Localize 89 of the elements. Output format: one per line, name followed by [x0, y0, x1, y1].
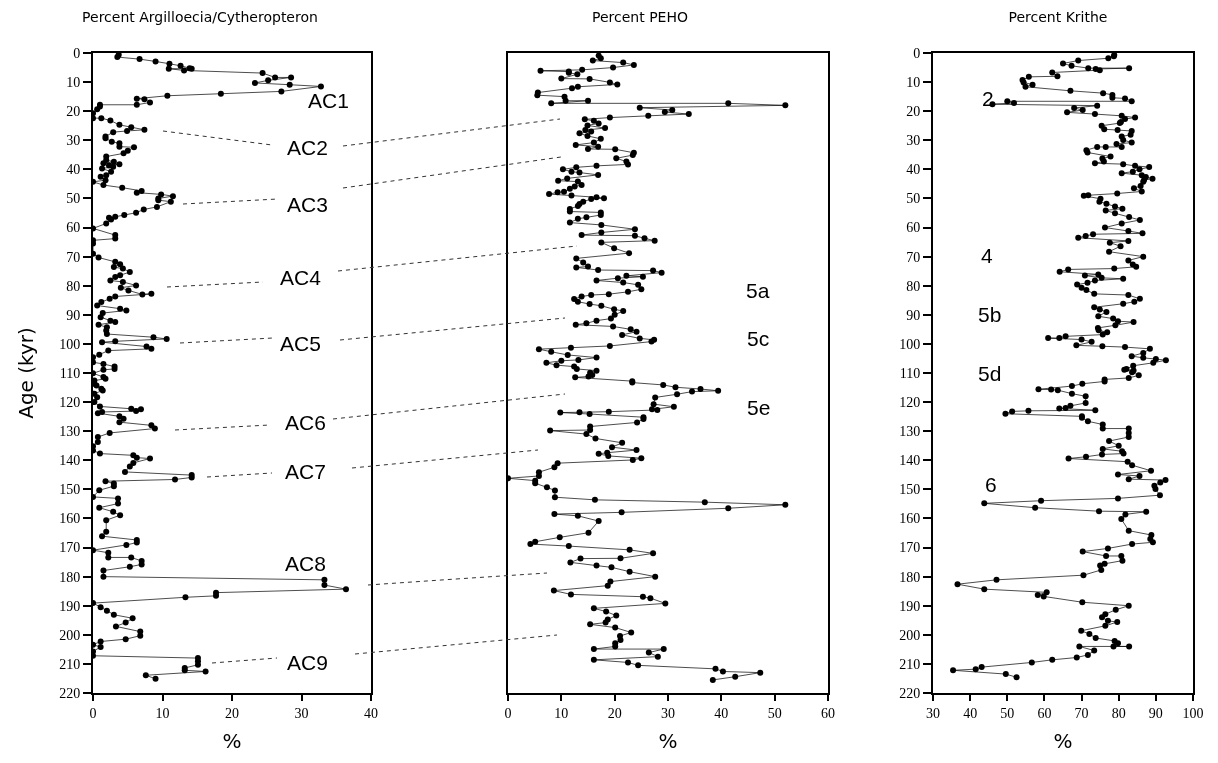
y-tick-label: 170 — [899, 540, 921, 556]
annotation: 6 — [985, 473, 997, 496]
x-tick-label: 40 — [364, 705, 378, 721]
x-tick-label: 10 — [554, 705, 569, 721]
x-tick-label: 100 — [1182, 705, 1204, 721]
y-tick-label: 60 — [906, 220, 921, 236]
annotation: 4 — [981, 244, 993, 267]
annotation: 5b — [978, 303, 1002, 326]
x-tick-label: 0 — [89, 705, 97, 721]
annotation: AC2 — [287, 136, 328, 159]
x-axis-title: % — [222, 728, 242, 753]
y-tick-label: 110 — [899, 365, 921, 381]
y-tick-label: 80 — [906, 278, 921, 294]
chart-title: Percent Argilloecia/Cytheropteron — [82, 8, 318, 25]
y-tick-label: 210 — [59, 656, 81, 672]
annotation: 5a — [746, 279, 770, 302]
x-tick-label: 40 — [963, 705, 978, 721]
annotation: AC6 — [285, 411, 326, 434]
chart-title: Percent PEHO — [592, 8, 688, 25]
y-tick-label: 40 — [906, 162, 921, 178]
y-tick-label: 200 — [899, 627, 921, 643]
y-tick-label: 10 — [66, 74, 81, 90]
y-tick-label: 220 — [59, 685, 81, 701]
y-tick-label: 210 — [899, 656, 921, 672]
y-tick-label: 150 — [59, 482, 81, 498]
y-tick-label: 100 — [899, 336, 921, 352]
y-tick-label: 30 — [66, 133, 81, 149]
y-tick-label: 140 — [59, 453, 81, 469]
y-tick-label: 190 — [59, 598, 81, 614]
x-tick-label: 70 — [1074, 705, 1089, 721]
y-tick-label: 150 — [899, 482, 921, 498]
y-tick-label: 180 — [899, 569, 921, 585]
x-tick-label: 30 — [661, 705, 675, 721]
y-tick-label: 190 — [899, 598, 921, 614]
x-tick-label: 20 — [607, 705, 622, 721]
x-tick-label: 90 — [1148, 705, 1163, 721]
y-tick-label: 140 — [899, 453, 921, 469]
y-tick-label: 200 — [59, 627, 81, 643]
annotation: AC5 — [280, 332, 321, 355]
y-tick-label: 20 — [906, 104, 921, 120]
x-tick-label: 50 — [1000, 705, 1015, 721]
y-tick-label: 160 — [59, 511, 81, 527]
x-axis-title: % — [658, 728, 678, 753]
x-tick-label: 20 — [225, 705, 239, 721]
chart-title: Percent Krithe — [1008, 8, 1108, 25]
x-tick-label: 60 — [1037, 705, 1052, 721]
y-tick-label: 130 — [899, 424, 921, 440]
y-tick-label: 20 — [66, 104, 81, 120]
y-tick-label: 90 — [66, 307, 81, 323]
y-tick-label: 70 — [906, 249, 921, 265]
x-tick-label: 10 — [155, 705, 170, 721]
y-axis-title: Age (kyr) — [14, 327, 39, 419]
x-tick-label: 30 — [926, 705, 940, 721]
annotation: 5c — [747, 327, 770, 350]
y-tick-label: 50 — [906, 191, 921, 207]
y-tick-label: 50 — [66, 191, 81, 207]
y-tick-label: 220 — [899, 685, 921, 701]
x-tick-label: 50 — [767, 705, 782, 721]
x-axis-title: % — [1053, 728, 1073, 753]
x-tick-label: 30 — [294, 705, 309, 721]
x-tick-label: 80 — [1111, 705, 1126, 721]
annotation: AC9 — [287, 651, 328, 674]
x-tick-label: 40 — [714, 705, 729, 721]
y-tick-label: 30 — [906, 133, 921, 149]
y-tick-label: 0 — [73, 45, 81, 61]
x-tick-label: 60 — [821, 705, 835, 721]
annotation: AC3 — [287, 193, 328, 216]
y-tick-label: 80 — [66, 278, 81, 294]
y-tick-label: 90 — [906, 307, 921, 323]
y-tick-label: 160 — [899, 511, 921, 527]
annotation: AC8 — [285, 552, 326, 575]
x-tick-label: 0 — [504, 705, 512, 721]
y-tick-label: 170 — [59, 540, 81, 556]
y-tick-label: 70 — [66, 249, 81, 265]
annotation: 5d — [978, 362, 1002, 385]
y-tick-label: 130 — [59, 424, 81, 440]
y-tick-label: 120 — [899, 394, 921, 410]
annotation: AC7 — [285, 460, 326, 483]
y-tick-label: 120 — [59, 394, 81, 410]
annotation: AC1 — [308, 89, 349, 112]
y-tick-label: 10 — [906, 74, 921, 90]
y-tick-label: 180 — [59, 569, 81, 585]
y-tick-label: 0 — [913, 45, 921, 61]
y-tick-label: 40 — [66, 162, 81, 178]
y-tick-label: 100 — [59, 336, 81, 352]
y-tick-label: 60 — [66, 220, 81, 236]
y-tick-label: 110 — [59, 365, 81, 381]
annotation: AC4 — [280, 266, 322, 289]
annotation: 5e — [747, 396, 771, 419]
